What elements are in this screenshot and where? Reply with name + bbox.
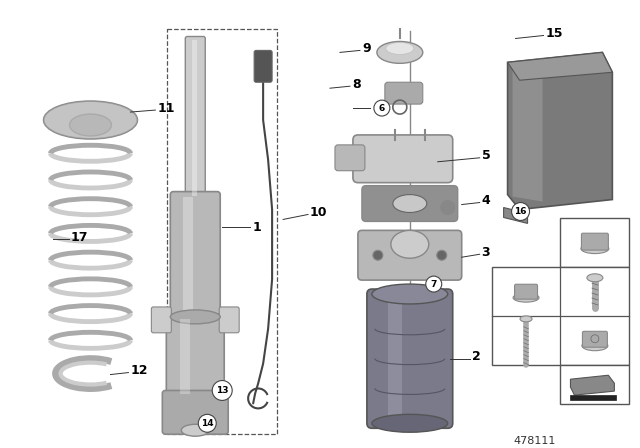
FancyBboxPatch shape [163,391,228,434]
FancyBboxPatch shape [385,82,423,104]
Text: 7: 7 [431,280,437,289]
Text: 478111: 478111 [513,436,556,446]
Bar [183,197,193,312]
Ellipse shape [70,114,111,136]
FancyBboxPatch shape [581,233,609,250]
Ellipse shape [393,194,427,212]
Ellipse shape [520,316,532,322]
Polygon shape [570,375,614,395]
FancyBboxPatch shape [582,332,607,347]
FancyBboxPatch shape [515,284,538,299]
Text: 14: 14 [495,318,513,331]
FancyBboxPatch shape [166,314,224,400]
Text: 10: 10 [310,206,328,219]
Text: 3: 3 [482,246,490,259]
Text: 6: 6 [564,318,573,331]
Text: 6: 6 [379,103,385,112]
Circle shape [441,201,454,215]
Text: 15: 15 [545,27,563,40]
FancyBboxPatch shape [335,145,365,171]
Ellipse shape [377,42,423,63]
Circle shape [436,250,447,260]
Text: 12: 12 [131,364,148,377]
Text: 16: 16 [515,207,527,216]
Circle shape [198,414,216,432]
FancyBboxPatch shape [358,230,461,280]
FancyBboxPatch shape [367,289,452,428]
Ellipse shape [181,424,209,436]
Circle shape [426,276,442,292]
Circle shape [374,100,390,116]
Ellipse shape [513,293,539,302]
Polygon shape [513,57,543,202]
Text: 13: 13 [216,386,228,395]
FancyBboxPatch shape [362,185,458,221]
Text: 8: 8 [352,78,360,90]
Circle shape [373,250,383,260]
Bar [192,40,197,196]
Text: 14: 14 [201,419,214,428]
FancyBboxPatch shape [170,192,220,317]
Polygon shape [508,52,612,210]
Bar [492,267,629,365]
Ellipse shape [372,414,448,432]
Circle shape [511,202,529,220]
Bar [388,299,402,418]
Circle shape [591,335,599,343]
Ellipse shape [372,284,448,304]
Text: 2: 2 [472,350,481,363]
Polygon shape [504,207,527,224]
Circle shape [212,380,232,401]
Ellipse shape [170,310,220,324]
Ellipse shape [44,101,138,139]
Polygon shape [508,52,612,80]
Bar [180,319,190,394]
Text: 17: 17 [70,231,88,244]
Text: 11: 11 [157,102,175,115]
Ellipse shape [44,101,138,139]
Text: 1: 1 [252,221,261,234]
Bar [561,365,629,405]
Bar [561,218,629,267]
Ellipse shape [582,341,608,351]
Text: 7: 7 [564,269,573,282]
FancyBboxPatch shape [220,307,239,333]
Bar [167,29,277,434]
FancyBboxPatch shape [254,51,272,82]
Text: 5: 5 [482,149,490,162]
FancyBboxPatch shape [152,307,172,333]
Ellipse shape [581,244,609,254]
Ellipse shape [391,230,429,258]
FancyBboxPatch shape [353,135,452,183]
FancyBboxPatch shape [186,36,205,199]
Text: 9: 9 [362,42,371,55]
Text: 16: 16 [495,269,513,282]
Bar [570,395,616,400]
Text: 13: 13 [564,220,582,233]
Ellipse shape [587,274,603,282]
Ellipse shape [386,43,414,54]
Text: 4: 4 [482,194,490,207]
